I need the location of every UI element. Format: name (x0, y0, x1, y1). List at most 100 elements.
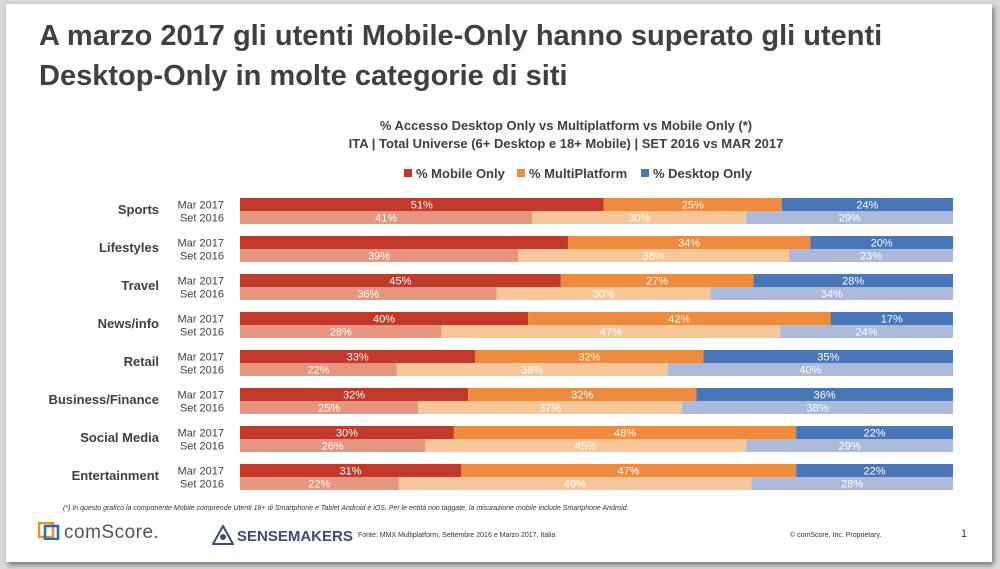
legend-swatch-mobile (404, 169, 412, 177)
data-label-retail-set2016-multiplatform: 38% (521, 365, 543, 377)
data-label-retail-mar2017-mobile: 33% (347, 352, 369, 364)
chart-title: % Accesso Desktop Only vs Multiplatform … (379, 118, 753, 133)
bar-sports-set2016-desktop (746, 211, 953, 224)
bar-sports-set2016-multiplatform (532, 211, 747, 224)
category-label-social-media: Social Media (80, 430, 160, 445)
data-label-business-finance-set2016-mobile: 25% (318, 403, 340, 415)
period-label-social-media-mar2017: Mar 2017 (178, 428, 224, 440)
data-label-business-finance-mar2017-multiplatform: 32% (571, 390, 593, 402)
data-label-entertainment-set2016-desktop: 28% (841, 479, 863, 491)
period-label-entertainment-set2016: Set 2016 (180, 479, 224, 491)
bar-entertainment-set2016-multiplatform (398, 477, 752, 490)
comscore-brand-text: comScore. (64, 522, 160, 543)
category-label-sports: Sports (118, 202, 159, 217)
data-label-business-finance-mar2017-mobile: 32% (343, 390, 365, 402)
data-label-retail-set2016-mobile: 22% (307, 365, 329, 377)
stacked-bar-chart: Sports Mar 2017 51% 25% 24% Set 2016 41% 30% 29%… (48, 198, 953, 491)
bar-travel-set2016-mobile (240, 287, 497, 300)
data-label-travel-mar2017-mobile: 45% (389, 276, 411, 288)
bar-sports-mar2017-mobile (240, 198, 604, 211)
bar-entertainment-mar2017-multiplatform (461, 464, 797, 477)
data-label-sports-mar2017-multiplatform: 25% (682, 200, 704, 212)
data-label-business-finance-set2016-desktop: 38% (807, 403, 829, 415)
data-label-entertainment-set2016-multiplatform: 49% (564, 479, 586, 491)
bar-entertainment-set2016-desktop (751, 477, 953, 490)
data-label-social-media-mar2017-multiplatform: 48% (614, 428, 636, 440)
legend-swatch-multiplatform (517, 169, 525, 177)
bar-news-info-mar2017-multiplatform (528, 312, 831, 325)
data-label-social-media-set2016-mobile: 26% (322, 441, 344, 453)
period-label-social-media-set2016: Set 2016 (180, 441, 224, 453)
bar-retail-mar2017-desktop (703, 350, 953, 363)
category-label-business-finance: Business/Finance (48, 392, 159, 407)
sensemakers-logo-icon (211, 523, 235, 545)
data-label-news-info-set2016-multiplatform: 47% (600, 327, 622, 339)
bar-lifestyles-set2016-desktop (789, 249, 953, 262)
data-label-entertainment-set2016-mobile: 22% (308, 479, 330, 491)
bar-travel-mar2017-mobile (240, 274, 561, 287)
period-label-news-info-mar2017: Mar 2017 (178, 314, 224, 326)
bar-retail-set2016-mobile (240, 363, 397, 376)
data-label-news-info-set2016-mobile: 28% (330, 327, 352, 339)
data-label-entertainment-mar2017-desktop: 22% (864, 466, 886, 478)
comscore-logo-icon (37, 521, 60, 541)
period-label-entertainment-mar2017: Mar 2017 (178, 466, 224, 478)
data-label-retail-mar2017-multiplatform: 32% (578, 352, 600, 364)
bar-lifestyles-mar2017-mobile (240, 236, 568, 249)
source-note: Fonte: MMX Multiplatform, Settembre 2016… (358, 532, 556, 539)
data-label-travel-set2016-multiplatform: 30% (593, 289, 615, 301)
data-label-retail-mar2017-desktop: 35% (817, 352, 839, 364)
bar-business-finance-set2016-mobile (240, 401, 419, 414)
data-label-social-media-set2016-desktop: 29% (839, 441, 861, 453)
bar-entertainment-mar2017-desktop (796, 464, 953, 477)
bar-news-info-set2016-multiplatform (441, 325, 781, 338)
data-label-news-info-set2016-desktop: 24% (856, 327, 878, 339)
comscore-logo: comScore. (37, 521, 160, 544)
bar-retail-set2016-multiplatform (396, 363, 668, 376)
data-label-news-info-mar2017-multiplatform: 42% (668, 314, 690, 326)
bar-retail-mar2017-multiplatform (475, 350, 704, 363)
bar-business-finance-set2016-multiplatform (418, 401, 683, 414)
bar-news-info-set2016-desktop (780, 325, 953, 338)
data-label-news-info-mar2017-mobile: 40% (373, 314, 395, 326)
data-label-sports-set2016-mobile: 41% (375, 213, 397, 225)
chart-subtitle: ITA | Total Universe (6+ Desktop e 18+ M… (348, 136, 784, 151)
data-label-travel-set2016-mobile: 36% (357, 289, 379, 301)
copyright-note: © comScore, Inc. Proprietary. (790, 532, 882, 539)
period-label-business-finance-set2016: Set 2016 (180, 403, 224, 415)
period-label-retail-set2016: Set 2016 (180, 365, 224, 377)
data-label-lifestyles-set2016-desktop: 23% (860, 251, 882, 263)
data-label-travel-mar2017-multiplatform: 27% (646, 276, 668, 288)
bar-retail-set2016-desktop (667, 363, 953, 376)
period-label-lifestyles-set2016: Set 2016 (180, 251, 224, 263)
bar-lifestyles-set2016-multiplatform (518, 249, 790, 262)
bar-business-finance-mar2017-multiplatform (468, 388, 697, 401)
bar-lifestyles-mar2017-desktop (810, 236, 953, 249)
bar-entertainment-mar2017-mobile (240, 464, 462, 477)
legend-item-desktop: % Desktop Only (641, 166, 752, 181)
legend-item-mobile: % Mobile Only (404, 166, 505, 181)
data-label-lifestyles-mar2017-desktop: 20% (871, 238, 893, 250)
bar-business-finance-mar2017-desktop (696, 388, 953, 401)
data-label-retail-set2016-desktop: 40% (799, 365, 821, 377)
data-label-travel-set2016-desktop: 34% (821, 289, 843, 301)
data-label-travel-mar2017-desktop: 28% (842, 276, 864, 288)
footnote: (*) In questo grafico la componente Mobi… (63, 505, 629, 512)
category-label-travel: Travel (121, 278, 159, 293)
data-label-news-info-mar2017-desktop: 17% (881, 314, 903, 326)
bar-sports-mar2017-desktop (781, 198, 953, 211)
bar-news-info-mar2017-desktop (830, 312, 953, 325)
data-label-sports-mar2017-desktop: 24% (856, 200, 878, 212)
page-number: 1 (961, 528, 968, 540)
data-label-lifestyles-set2016-multiplatform: 38% (643, 251, 665, 263)
bar-social-media-set2016-desktop (746, 439, 953, 452)
data-label-social-media-mar2017-mobile: 30% (336, 428, 358, 440)
category-label-retail: Retail (124, 354, 159, 369)
bar-retail-mar2017-mobile (240, 350, 476, 363)
period-label-lifestyles-mar2017: Mar 2017 (178, 238, 224, 250)
sensemakers-brand-text: SENSEMAKERS (237, 528, 353, 545)
data-label-sports-set2016-desktop: 29% (839, 213, 861, 225)
bar-travel-set2016-multiplatform (496, 287, 711, 300)
bar-lifestyles-set2016-mobile (240, 249, 519, 262)
slide-title: A marzo 2017 gli utenti Mobile-Only hann… (39, 20, 883, 92)
